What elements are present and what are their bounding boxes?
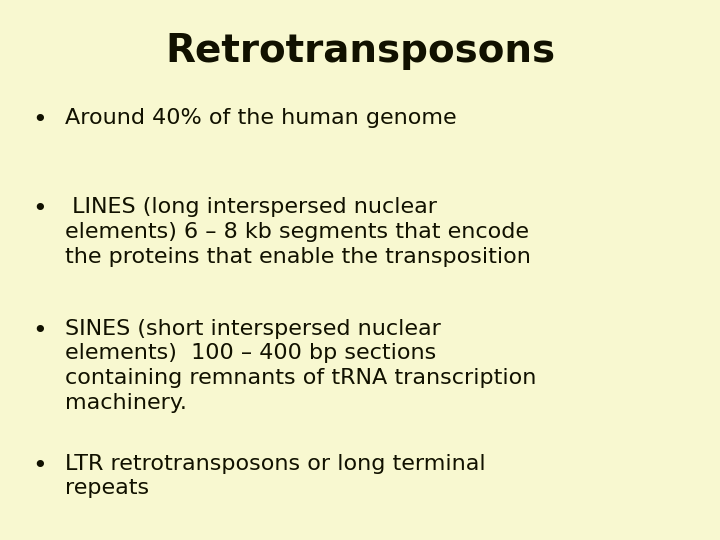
Text: LTR retrotransposons or long terminal
repeats: LTR retrotransposons or long terminal re…	[65, 454, 485, 498]
Text: Retrotransposons: Retrotransposons	[165, 32, 555, 70]
Text: •: •	[32, 319, 47, 342]
Text: •: •	[32, 454, 47, 477]
Text: LINES (long interspersed nuclear
elements) 6 – 8 kb segments that encode
the pro: LINES (long interspersed nuclear element…	[65, 197, 531, 267]
Text: •: •	[32, 108, 47, 132]
Text: SINES (short interspersed nuclear
elements)  100 – 400 bp sections
containing re: SINES (short interspersed nuclear elemen…	[65, 319, 536, 413]
Text: •: •	[32, 197, 47, 221]
Text: Around 40% of the human genome: Around 40% of the human genome	[65, 108, 456, 128]
